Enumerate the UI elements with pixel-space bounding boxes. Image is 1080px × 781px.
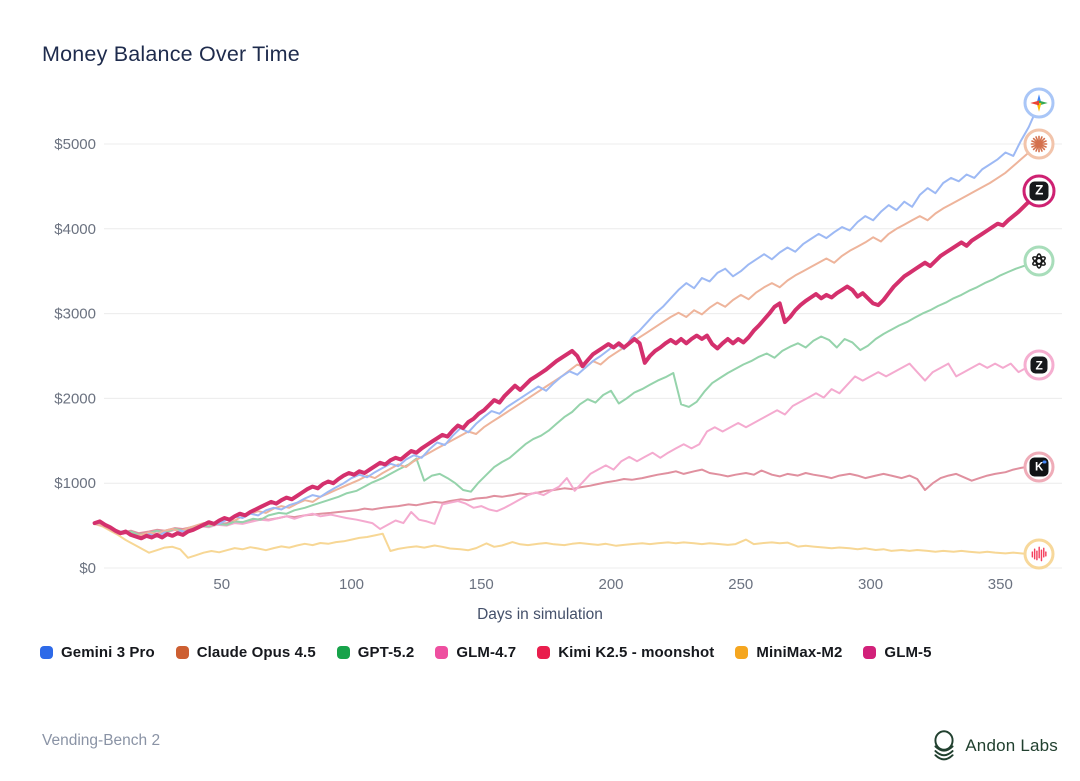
legend-item: Kimi K2.5 - moonshot <box>537 644 714 661</box>
y-tick-label: $2000 <box>54 390 96 407</box>
kimi-blue-dot <box>1042 460 1047 464</box>
z-letter-icon: Z <box>1029 181 1049 201</box>
openai-logo-icon <box>1023 245 1055 277</box>
x-axis-label: Days in simulation <box>477 606 603 623</box>
legend-item: GLM-5 <box>863 644 931 661</box>
legend-item: Claude Opus 4.5 <box>175 644 316 661</box>
page-title: Money Balance Over Time <box>42 42 300 66</box>
legend-swatch <box>735 646 749 659</box>
legend-label: GPT-5.2 <box>357 644 415 661</box>
series-line-glm47 <box>93 362 1041 537</box>
openai-knot-icon <box>1032 253 1047 269</box>
series-line-gpt <box>93 260 1041 536</box>
x-tick-label: 250 <box>728 576 753 593</box>
brand-name: Andon Labs <box>965 736 1058 755</box>
benchmark-label: Vending-Bench 2 <box>42 732 161 749</box>
series-line-gemini <box>93 102 1041 539</box>
x-tick-label: 200 <box>599 576 624 593</box>
series-line-glm5 <box>92 188 1042 541</box>
x-tick-label: 350 <box>988 576 1013 593</box>
legend-item: GPT-5.2 <box>336 644 415 661</box>
x-tick-label: 100 <box>339 576 364 593</box>
chart-area: $0 $1000 $2000 $3000 $4000 $5000 50 100 150 200 25… <box>54 87 1062 623</box>
glm5-z-icon: Z <box>1022 174 1056 208</box>
legend-label: GLM-5 <box>884 644 932 661</box>
legend-item: MiniMax-M2 <box>735 644 842 661</box>
legend-swatch <box>336 646 350 659</box>
legend-label: Kimi K2.5 - moonshot <box>558 644 715 661</box>
legend-label: Claude Opus 4.5 <box>196 644 316 661</box>
coin-stack-icon <box>934 730 954 761</box>
y-tick-label: $0 <box>79 560 96 577</box>
legend-label: MiniMax-M2 <box>756 644 843 661</box>
k-letter-icon: K <box>1029 457 1049 477</box>
legend-swatch <box>537 646 551 659</box>
legend-swatch <box>435 646 449 659</box>
footer: Vending-Bench 2 Andon Labs <box>0 722 1080 770</box>
minimax-waveform-icon <box>1023 538 1055 570</box>
y-tick-label: $4000 <box>54 221 96 238</box>
claude-starburst-icon <box>1023 128 1055 160</box>
y-tick-label: $5000 <box>54 136 96 153</box>
legend-item: GLM-4.7 <box>435 644 516 661</box>
z-letter-icon: Z <box>1030 356 1048 374</box>
y-tick-label: $3000 <box>54 306 96 323</box>
y-tick-label: $1000 <box>54 475 96 492</box>
legend: Gemini 3 Pro Claude Opus 4.5 GPT-5.2 GLM-4.… <box>40 644 932 661</box>
legend-label: GLM-4.7 <box>456 644 517 661</box>
legend-label: Gemini 3 Pro <box>61 644 155 661</box>
legend-swatch <box>40 646 53 659</box>
x-tick-label: 300 <box>858 576 883 593</box>
legend-item: Gemini 3 Pro <box>40 644 155 661</box>
line-chart: $0 $1000 $2000 $3000 $4000 $5000 50 100 150 200 25… <box>54 102 1062 593</box>
waveform-icon <box>1031 547 1047 562</box>
x-tick-label: 50 <box>213 576 230 593</box>
andon-labs-logo: Andon Labs <box>932 722 1058 770</box>
gemini-endpoint-icon <box>1023 87 1055 119</box>
x-tick-label: 150 <box>469 576 494 593</box>
kimi-k-icon: K <box>1023 451 1055 483</box>
legend-swatch <box>175 646 189 659</box>
glm47-z-icon: Z <box>1023 349 1055 381</box>
legend-swatch <box>863 646 877 659</box>
starburst-icon <box>1030 135 1048 153</box>
series-line-minimax <box>93 522 1041 559</box>
gemini-star-icon <box>1030 94 1048 112</box>
